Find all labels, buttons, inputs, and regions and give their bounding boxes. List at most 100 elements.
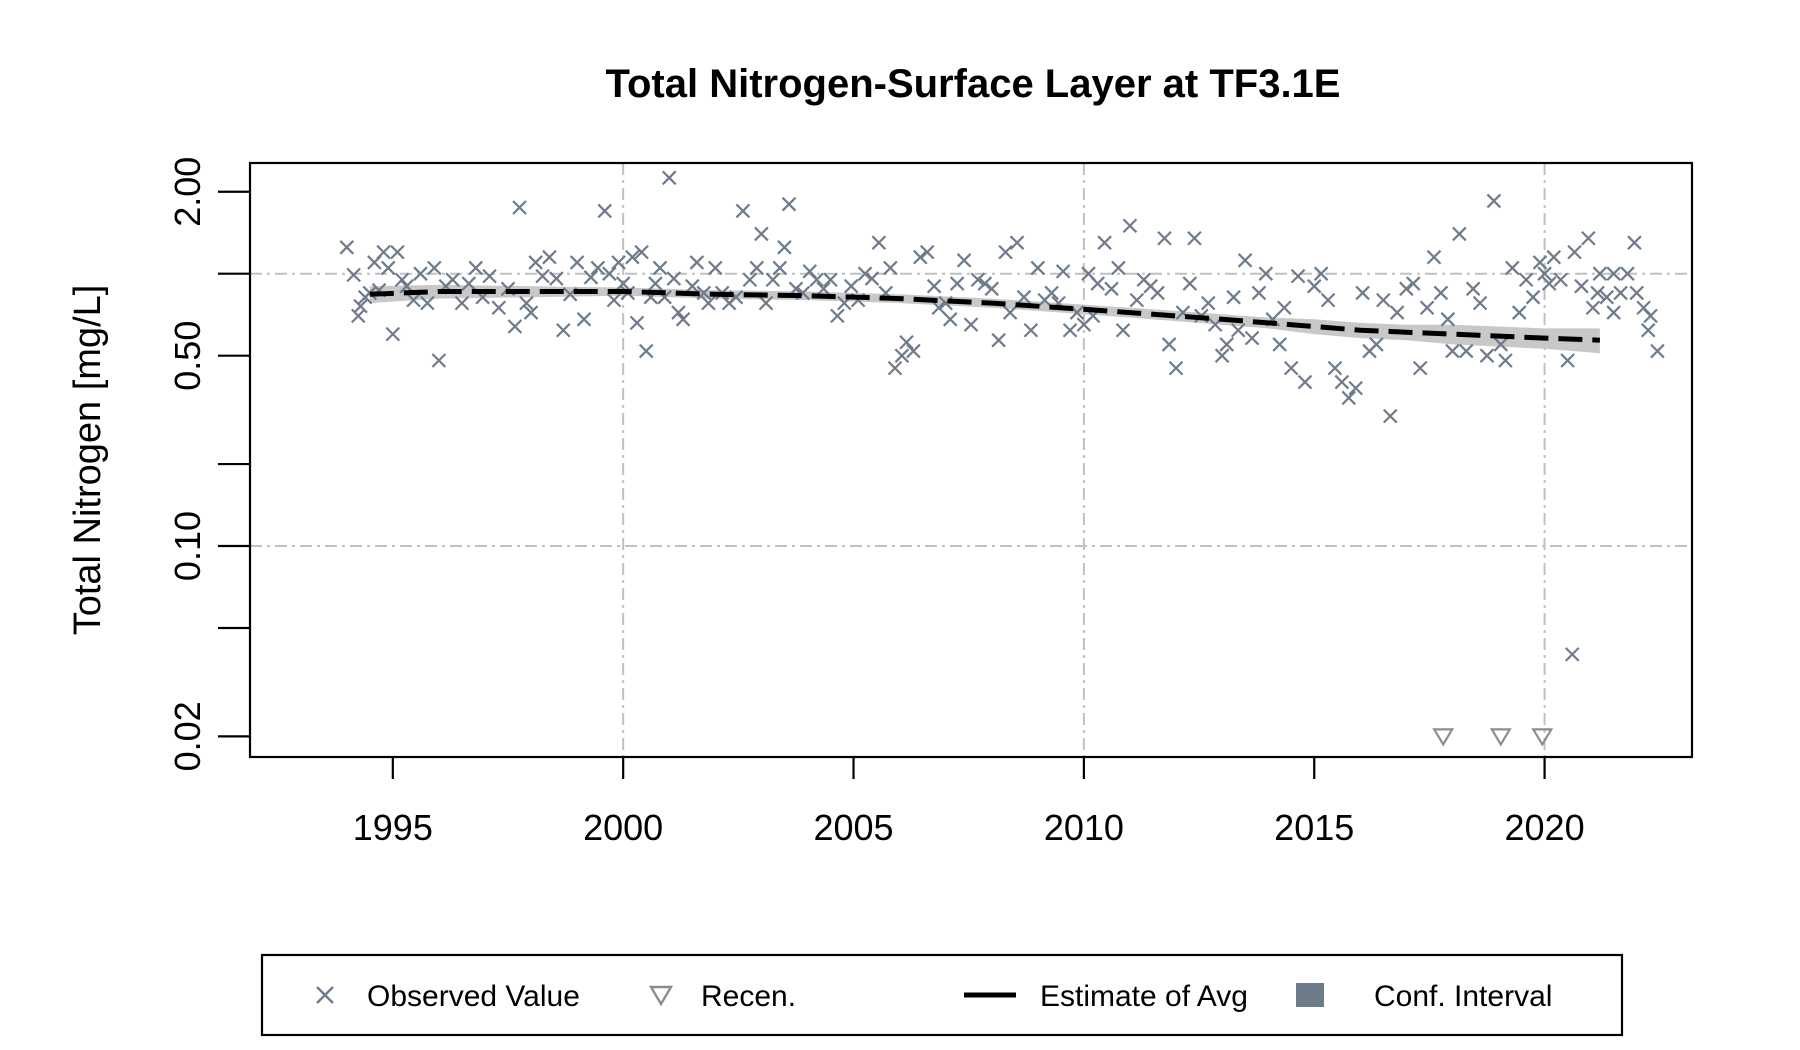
observed-point [1219,337,1234,352]
observed-point [754,226,769,242]
estimate-line [369,289,1600,343]
legend-box [260,953,1624,1037]
observed-point [1122,218,1138,234]
observed-point [1104,281,1119,297]
observed-point [949,276,965,291]
x-tick-label: 2015 [1274,807,1354,848]
observed-point [1111,260,1126,276]
observed-point [977,276,993,291]
observed-point [781,196,797,212]
observed-point [1097,235,1112,250]
observed-point [913,249,928,265]
observed-point [376,244,391,260]
observed-point [1389,305,1405,320]
recensored-point [1531,728,1554,747]
observed-point [1030,260,1046,276]
observed-point [998,244,1013,260]
observed-point [1306,278,1322,294]
observed-point [1433,285,1449,301]
observed-point [1585,300,1601,316]
observed-point [1062,322,1078,338]
observed-point [1230,322,1246,338]
observed-point [1244,330,1260,346]
observed-point [1486,193,1502,209]
observed-point [689,255,705,270]
observed-point [1182,276,1198,291]
legend-marker-observed [316,986,334,1004]
observed-point [758,295,774,311]
observed-point [556,322,571,338]
observed-point [1348,380,1363,396]
observed-point [461,276,477,291]
observed-point [991,332,1006,348]
y-tick-label: 0.50 [167,321,208,391]
observed-point [420,295,435,311]
observed-point [1334,374,1350,390]
observed-point [1627,235,1642,250]
recensored-point [1489,728,1512,747]
observed-point [1341,390,1357,406]
observed-point [1044,285,1059,301]
observed-point [638,343,654,359]
observed-point [1009,235,1025,250]
observed-point [542,249,557,265]
recensored-point [1432,728,1455,747]
observed-point [394,272,410,288]
observed-point [1440,312,1456,327]
observed-point [1541,276,1557,291]
observed-point [413,266,428,281]
observed-point [1498,353,1513,368]
observed-point [445,272,460,288]
observed-point [652,260,668,276]
observed-point [1560,353,1575,368]
observed-point [1643,308,1658,324]
y-tick-label: 0.10 [167,511,208,581]
observed-point [1472,295,1488,311]
x-tick-label: 1995 [353,807,433,848]
observed-point [1567,244,1582,260]
legend-label: Observed Value [367,980,580,1013]
observed-point [427,260,442,276]
observed-point [1599,289,1615,305]
observed-point [1553,272,1568,288]
observed-point [1592,266,1608,281]
observed-point [765,272,781,288]
observed-point [830,308,845,324]
observed-point [491,300,507,316]
observed-point [1313,266,1329,281]
observed-point [549,271,564,286]
observed-point [1090,276,1105,291]
observed-point [1525,289,1541,305]
observed-point [634,244,649,260]
observed-point [970,272,986,288]
observed-point [380,260,396,276]
observed-point [735,203,751,219]
observed-point [1445,343,1460,359]
observed-point [1606,266,1621,281]
observed-point [1320,292,1336,308]
observed-point [1650,343,1665,359]
observed-point [1168,360,1184,376]
observed-point [1493,337,1509,352]
observed-point [777,240,792,255]
observed-point [602,266,617,281]
observed-point [350,308,366,324]
observed-point [984,281,1000,297]
observed-point [1258,266,1274,281]
observed-point [1251,285,1267,301]
observed-point [671,305,686,320]
observed-point [942,312,958,327]
observed-point [887,360,903,376]
observed-point [843,278,859,294]
observed-point [468,260,484,276]
observed-point [1546,249,1562,265]
observed-point [823,272,838,288]
observed-point [339,240,355,255]
observed-point [1620,266,1635,281]
y-tick-label: 0.02 [167,701,208,771]
observed-point [963,317,979,332]
observed-point [1369,337,1384,352]
observed-point [926,278,942,294]
observed-point [512,200,527,215]
legend-marker-recensored [648,985,674,1007]
